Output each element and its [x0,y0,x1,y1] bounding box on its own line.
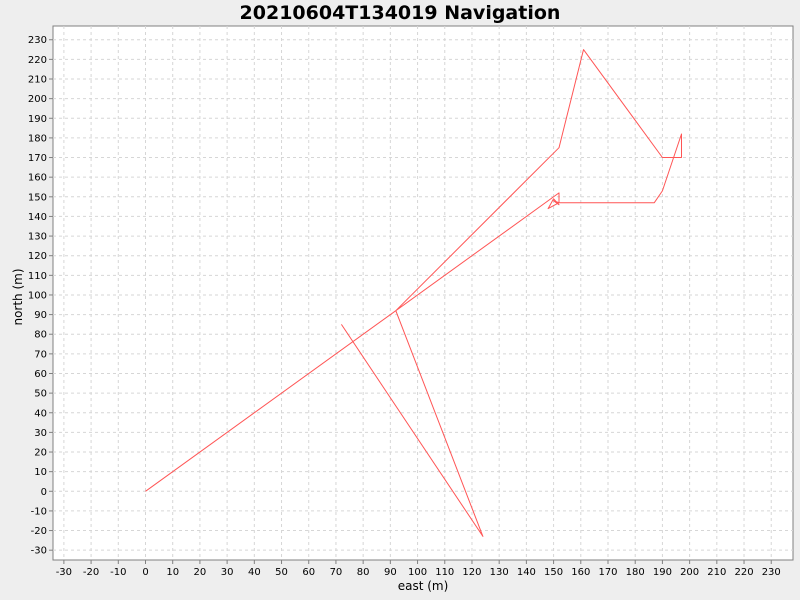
x-tick-label: 170 [598,567,617,578]
x-tick-label: 140 [517,567,536,578]
y-tick-label: 0 [41,487,47,498]
navigation-track-line [145,49,682,537]
x-tick-label: 210 [707,567,726,578]
chart-title: 20210604T134019 Navigation [240,2,561,24]
y-tick-label: 100 [28,290,47,301]
y-tick-label: 230 [28,35,47,46]
y-tick-label: 10 [34,467,47,478]
x-tick-label: 60 [302,567,315,578]
x-tick-label: 190 [653,567,672,578]
y-tick-label: 170 [28,153,47,164]
plot-area [52,25,794,561]
y-tick-label: 60 [34,369,47,380]
y-tick-label: 130 [28,232,47,243]
axis-ticks: -30 -20 -10 0 10 20 30 40 50 60 70 80 90 100 110 120 130… [28,35,781,578]
y-tick-label: 150 [28,192,47,203]
x-tick-label: 40 [248,567,261,578]
y-tick-label: 190 [28,114,47,125]
x-tick-label: 70 [330,567,343,578]
x-tick-label: -10 [110,567,126,578]
y-tick-label: 120 [28,251,47,262]
x-tick-label: 230 [762,567,781,578]
x-tick-label: 100 [408,567,427,578]
y-tick-label: 30 [34,428,47,439]
y-tick-label: 40 [34,408,47,419]
series-layer [145,49,682,537]
x-tick-label: 120 [462,567,481,578]
y-tick-label: 160 [28,173,47,184]
x-tick-label: 50 [275,567,288,578]
grid-lines [53,26,793,560]
y-tick-label: 70 [34,349,47,360]
y-tick-label: -30 [31,546,47,557]
x-tick-label: 20 [194,567,207,578]
y-tick-label: 140 [28,212,47,223]
x-tick-label: 80 [357,567,370,578]
x-tick-label: 0 [142,567,148,578]
y-tick-label: 200 [28,94,47,105]
x-tick-label: 30 [221,567,234,578]
y-tick-label: 20 [34,448,47,459]
x-tick-label: 130 [490,567,509,578]
y-tick-label: 220 [28,55,47,66]
y-tick-label: 180 [28,133,47,144]
y-tick-label: 80 [34,330,47,341]
x-tick-label: 110 [435,567,454,578]
x-tick-label: 220 [734,567,753,578]
x-tick-label: -20 [83,567,99,578]
y-axis-label: north (m) [11,268,25,325]
y-tick-label: 210 [28,75,47,86]
y-tick-label: 50 [34,389,47,400]
y-tick-label: -10 [31,506,47,517]
x-tick-label: 10 [166,567,179,578]
x-tick-label: 200 [680,567,699,578]
y-tick-label: 110 [28,271,47,282]
y-tick-label: 90 [34,310,47,321]
x-tick-label: 180 [626,567,645,578]
x-axis-label: east (m) [398,579,449,593]
x-tick-label: -30 [56,567,72,578]
x-tick-label: 160 [571,567,590,578]
x-tick-label: 150 [544,567,563,578]
x-tick-label: 90 [384,567,397,578]
y-tick-label: -20 [31,526,47,537]
